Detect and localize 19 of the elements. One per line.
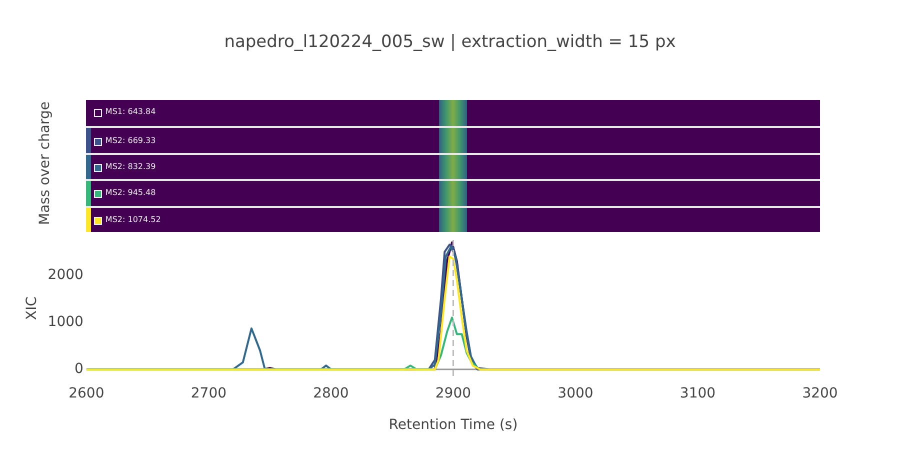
x-axis-title: Retention Time (s) (388, 417, 518, 434)
legend-label: MS1: 643.84 (105, 107, 156, 116)
text: Mass over charge (37, 101, 53, 225)
x-tick-label: 2600 (68, 385, 104, 402)
x-tick-label: 2700 (190, 385, 227, 402)
y-axis-title: XIC (24, 296, 40, 320)
legend-label: MS2: 945.48 (105, 188, 156, 198)
legend-label: MS2: 832.39 (105, 162, 156, 171)
chart-title: napedro_l120224_005_sw | extraction_width = 15 px (223, 32, 677, 52)
x-tick-label: 2800 (313, 385, 349, 402)
legend-label: MS2: 1074.52 (105, 214, 161, 224)
x-tick-label: 3200 (802, 385, 838, 402)
y-tick-label: 2000 (48, 266, 84, 283)
y-tick-label: 1000 (48, 314, 84, 330)
x-tick-label: 3000 (558, 385, 594, 402)
y-tick-label: 0 (74, 360, 84, 377)
x-tick-label: 3100 (680, 385, 716, 402)
legend-label: MS2: 669.33 (105, 136, 156, 145)
x-tick-label: 2900 (435, 385, 472, 402)
